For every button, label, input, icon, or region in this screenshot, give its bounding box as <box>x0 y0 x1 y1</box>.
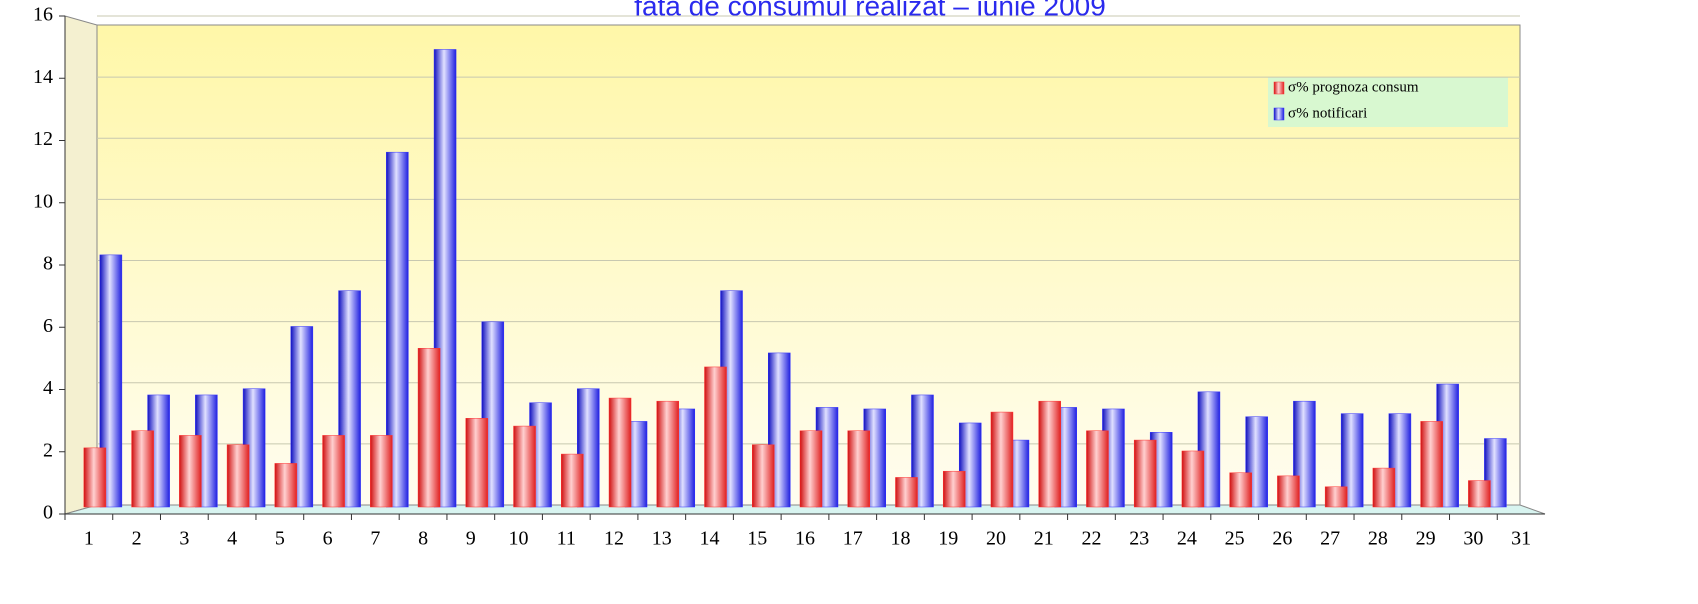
bar <box>704 366 727 508</box>
x-tick-label: 15 <box>747 528 767 550</box>
x-tick-label: 2 <box>132 528 142 550</box>
x-tick-label: 11 <box>557 528 576 550</box>
x-tick-label: 4 <box>227 528 237 550</box>
bar <box>290 326 314 508</box>
side-wall <box>64 15 98 515</box>
bar <box>226 444 250 508</box>
bar <box>1277 475 1300 508</box>
x-tick-label: 18 <box>890 528 910 550</box>
bar <box>752 444 775 508</box>
bar <box>1229 472 1252 508</box>
y-tick-label: 16 <box>33 4 53 26</box>
x-tick-label: 26 <box>1272 528 1292 550</box>
bar <box>1038 400 1061 508</box>
chart-title: fata de consumul realizat – iunie 2009 <box>634 0 1106 21</box>
x-tick-label: 9 <box>466 528 476 550</box>
x-tick-label: 28 <box>1368 528 1388 550</box>
bar <box>799 430 823 508</box>
bar <box>990 411 1014 508</box>
y-tick-label: 4 <box>43 377 53 399</box>
bar <box>83 447 107 508</box>
bar <box>179 435 202 508</box>
bar <box>370 435 393 508</box>
bar <box>608 397 632 508</box>
bar <box>1324 486 1348 508</box>
legend <box>1268 77 1508 127</box>
x-tick-label: 20 <box>986 528 1006 550</box>
bar <box>656 400 680 508</box>
y-tick-label: 8 <box>43 253 53 275</box>
y-tick-label: 0 <box>43 502 53 524</box>
x-tick-label: 7 <box>370 528 380 550</box>
legend-swatch <box>1273 81 1285 95</box>
x-tick-label: 3 <box>179 528 189 550</box>
x-tick-label: 27 <box>1320 528 1340 550</box>
bar <box>1181 450 1205 508</box>
x-tick-label: 16 <box>795 528 815 550</box>
x-tick-label: 14 <box>700 528 720 550</box>
x-tick-label: 1 <box>84 528 94 550</box>
bar <box>942 470 966 508</box>
x-tick-label: 6 <box>323 528 333 550</box>
bar <box>513 425 536 508</box>
bar <box>1420 421 1443 508</box>
x-tick-label: 25 <box>1225 528 1245 550</box>
x-tick-label: 30 <box>1463 528 1483 550</box>
x-tick-label: 24 <box>1177 528 1197 550</box>
x-tick-label: 23 <box>1129 528 1149 550</box>
legend-swatch <box>1273 107 1285 121</box>
y-tick-label: 14 <box>33 66 53 88</box>
x-tick-label: 8 <box>418 528 428 550</box>
y-tick-label: 10 <box>33 190 53 212</box>
bar <box>1133 439 1157 508</box>
bar <box>274 463 298 508</box>
legend-label: σ% prognoza consum <box>1288 79 1419 95</box>
bar <box>131 430 154 508</box>
bar <box>465 418 489 508</box>
bar <box>561 453 584 508</box>
bar <box>1372 467 1396 508</box>
x-tick-label: 17 <box>843 528 863 550</box>
x-tick-label: 12 <box>604 528 624 550</box>
x-tick-label: 5 <box>275 528 285 550</box>
x-tick-label: 31 <box>1511 528 1531 550</box>
bar <box>386 151 409 508</box>
bar <box>322 435 345 508</box>
x-tick-label: 13 <box>652 528 672 550</box>
legend-label: σ% notificari <box>1288 105 1367 121</box>
bar <box>1468 480 1491 508</box>
bar <box>1340 413 1364 508</box>
bar <box>417 348 441 508</box>
x-tick-label: 10 <box>509 528 529 550</box>
y-tick-label: 12 <box>33 128 53 150</box>
x-tick-label: 21 <box>1034 528 1054 550</box>
x-tick-label: 22 <box>1081 528 1101 550</box>
x-tick-label: 19 <box>938 528 958 550</box>
bar <box>847 430 870 508</box>
bar <box>1086 430 1109 508</box>
y-tick-label: 6 <box>43 315 53 337</box>
legend-box <box>1268 77 1508 127</box>
bar <box>99 254 123 508</box>
bar <box>895 477 918 508</box>
x-tick-label: 29 <box>1416 528 1436 550</box>
y-tick-label: 2 <box>43 439 53 461</box>
